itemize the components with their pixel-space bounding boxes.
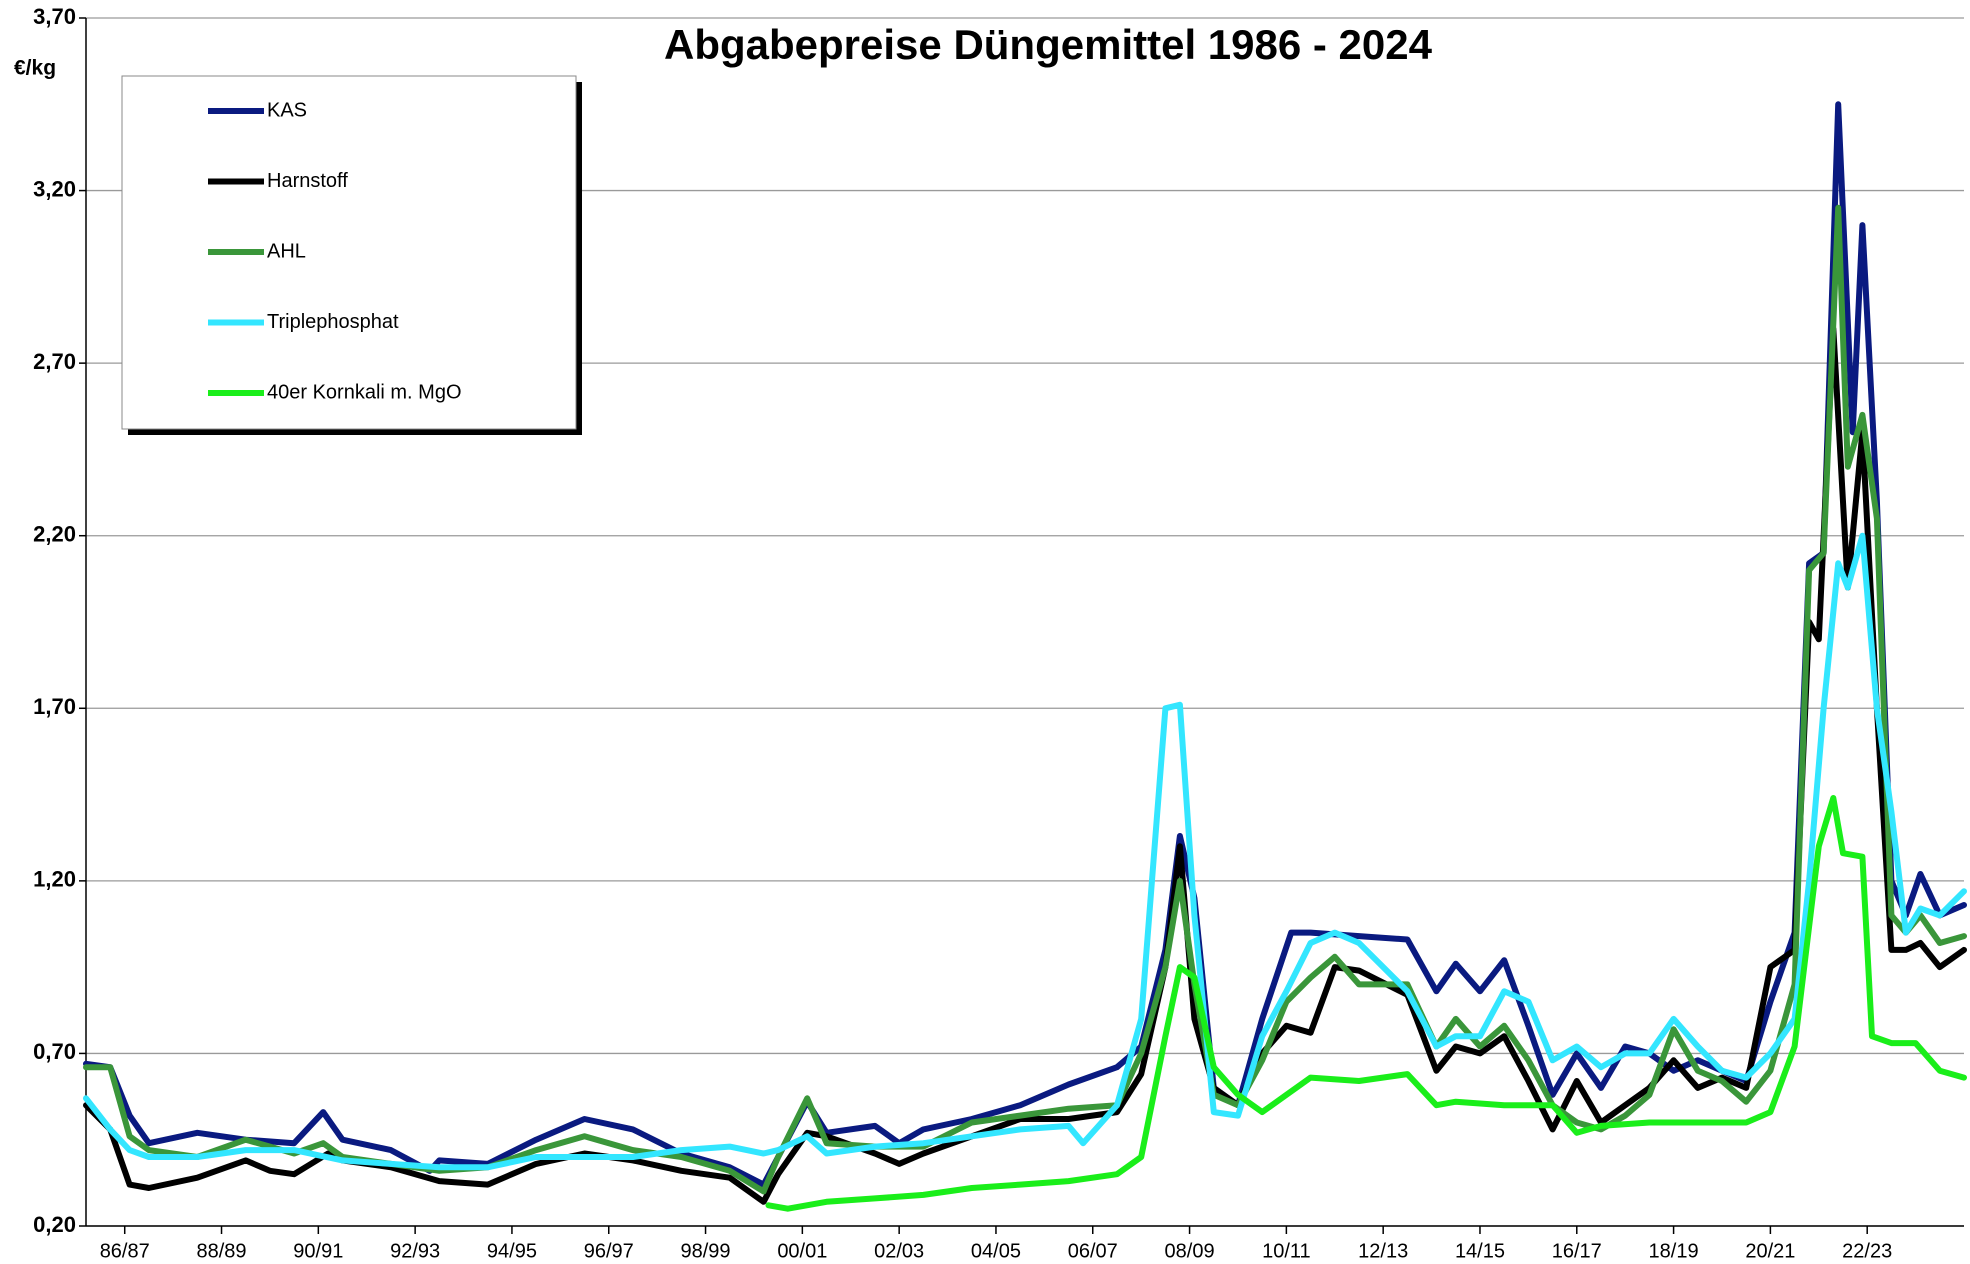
x-tick-label: 10/11 xyxy=(1262,1240,1311,1262)
chart-title: Abgabepreise Düngemittel 1986 - 2024 xyxy=(664,21,1433,68)
legend-label: AHL xyxy=(267,240,306,262)
x-tick-label: 16/17 xyxy=(1552,1240,1602,1262)
legend-label: Harnstoff xyxy=(267,170,348,192)
x-tick-label: 22/23 xyxy=(1842,1240,1892,1262)
x-tick-label: 94/95 xyxy=(487,1240,537,1262)
x-tick-label: 92/93 xyxy=(390,1240,440,1262)
series-line xyxy=(83,325,1967,1205)
x-tick-label: 06/07 xyxy=(1068,1240,1118,1262)
y-tick-label: 3,20 xyxy=(33,176,76,201)
x-tick-label: 12/13 xyxy=(1358,1240,1408,1262)
y-tick-label: 2,70 xyxy=(33,349,76,374)
y-tick-label: 1,70 xyxy=(33,694,76,719)
series-line xyxy=(83,532,1967,1171)
x-tick-label: 02/03 xyxy=(874,1240,924,1262)
series-line xyxy=(765,795,1967,1212)
y-tick-label: 1,20 xyxy=(33,867,76,892)
x-tick-label: 14/15 xyxy=(1455,1240,1505,1262)
x-tick-label: 00/01 xyxy=(777,1240,827,1262)
y-tick-label: 0,20 xyxy=(33,1212,76,1237)
x-tick-label: 04/05 xyxy=(971,1240,1021,1262)
y-tick-label: 3,70 xyxy=(33,4,76,29)
legend-box xyxy=(121,75,577,430)
y-tick-label: 0,70 xyxy=(33,1039,76,1064)
legend-label: KAS xyxy=(267,99,307,121)
x-tick-label: 90/91 xyxy=(293,1240,343,1262)
x-tick-label: 18/19 xyxy=(1649,1240,1699,1262)
legend-label: Triplephosphat xyxy=(267,311,399,333)
x-tick-label: 88/89 xyxy=(196,1240,246,1262)
legend: KAS Harnstoff AHL Triplephosphat 40er Kornka… xyxy=(121,75,582,435)
x-tick-label: 98/99 xyxy=(681,1240,731,1262)
x-tick-label: 08/09 xyxy=(1165,1240,1215,1262)
y-tick-label: 2,20 xyxy=(33,522,76,547)
x-tick-label: 96/97 xyxy=(584,1240,634,1262)
y-axis-label: €/kg xyxy=(14,57,56,80)
x-tick-label: 86/87 xyxy=(100,1240,150,1262)
x-tick-label: 20/21 xyxy=(1745,1240,1795,1262)
legend-label: 40er Kornkali m. MgO xyxy=(267,381,462,403)
